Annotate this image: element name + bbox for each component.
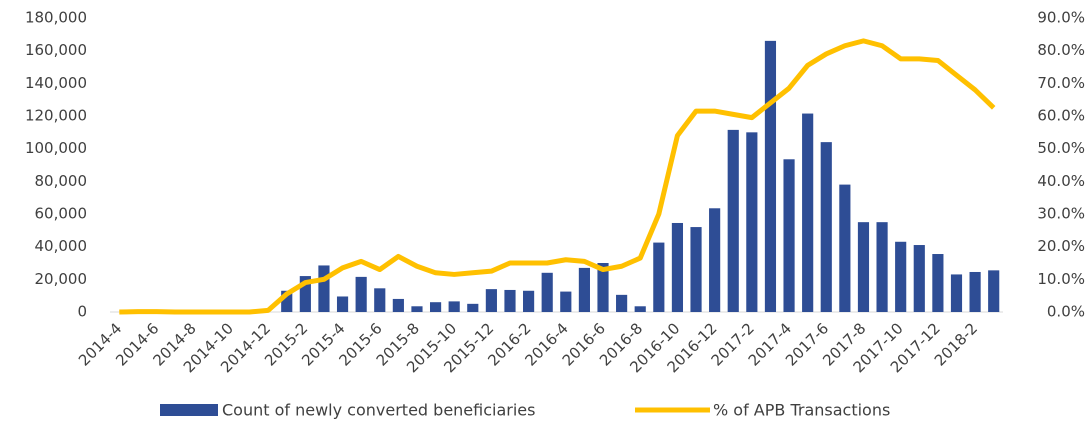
bar xyxy=(281,290,293,312)
bar xyxy=(616,294,628,312)
y-tick-label: 140,000 xyxy=(25,74,87,92)
bar xyxy=(764,40,777,312)
bar xyxy=(839,184,851,312)
bar xyxy=(802,113,814,312)
bar xyxy=(969,271,981,312)
bar xyxy=(727,129,739,312)
bar xyxy=(690,227,702,312)
bar xyxy=(578,267,590,312)
bar xyxy=(709,208,721,312)
y2-tick-label: 10.0% xyxy=(1037,270,1085,288)
bar xyxy=(560,291,572,312)
bar xyxy=(392,298,404,312)
bar xyxy=(429,302,442,312)
legend-label: Count of newly converted beneficiaries xyxy=(222,401,535,420)
y2-tick-label: 20.0% xyxy=(1037,237,1085,255)
bar xyxy=(653,242,665,312)
bar xyxy=(541,272,553,312)
bar xyxy=(374,288,386,312)
bar xyxy=(876,222,888,312)
y-tick-label: 100,000 xyxy=(25,139,87,157)
bar xyxy=(895,241,907,312)
y-tick-label: 80,000 xyxy=(35,172,88,190)
y2-tick-label: 40.0% xyxy=(1037,172,1085,190)
line xyxy=(119,38,996,315)
legend-label: % of APB Transactions xyxy=(713,401,890,420)
y-tick-label: 180,000 xyxy=(25,9,87,27)
y2-tick-label: 30.0% xyxy=(1037,205,1085,223)
bar xyxy=(597,263,609,312)
y2-tick-label: 70.0% xyxy=(1037,74,1085,92)
bar xyxy=(671,222,684,312)
y-tick-label: 0 xyxy=(77,303,87,321)
y2-tick-label: 80.0% xyxy=(1037,41,1085,59)
y-tick-label: 20,000 xyxy=(35,270,88,288)
bar xyxy=(523,290,535,312)
bar xyxy=(857,222,870,312)
y-tick-label: 40,000 xyxy=(35,237,88,255)
y2-tick-label: 50.0% xyxy=(1037,139,1085,157)
bar xyxy=(634,306,646,312)
y-tick-label: 60,000 xyxy=(35,205,88,223)
bar xyxy=(746,132,758,312)
y2-tick-label: 0.0% xyxy=(1047,303,1085,321)
bar xyxy=(504,289,516,312)
bar xyxy=(355,276,367,312)
bar xyxy=(485,289,497,312)
bar xyxy=(783,159,795,312)
bar xyxy=(448,301,460,312)
y-tick-label: 160,000 xyxy=(25,41,87,59)
bar xyxy=(467,303,479,312)
bar xyxy=(299,276,311,312)
bar xyxy=(820,142,832,312)
bar xyxy=(913,245,925,312)
bar xyxy=(932,254,944,312)
bar xyxy=(411,306,423,312)
y2-tick-label: 90.0% xyxy=(1037,9,1085,27)
y-tick-label: 120,000 xyxy=(25,107,87,125)
legend-swatch xyxy=(160,404,218,416)
y2-tick-label: 60.0% xyxy=(1037,107,1085,125)
bar xyxy=(988,270,1000,312)
bar xyxy=(318,265,330,312)
bar xyxy=(336,296,349,312)
bar xyxy=(950,274,963,312)
